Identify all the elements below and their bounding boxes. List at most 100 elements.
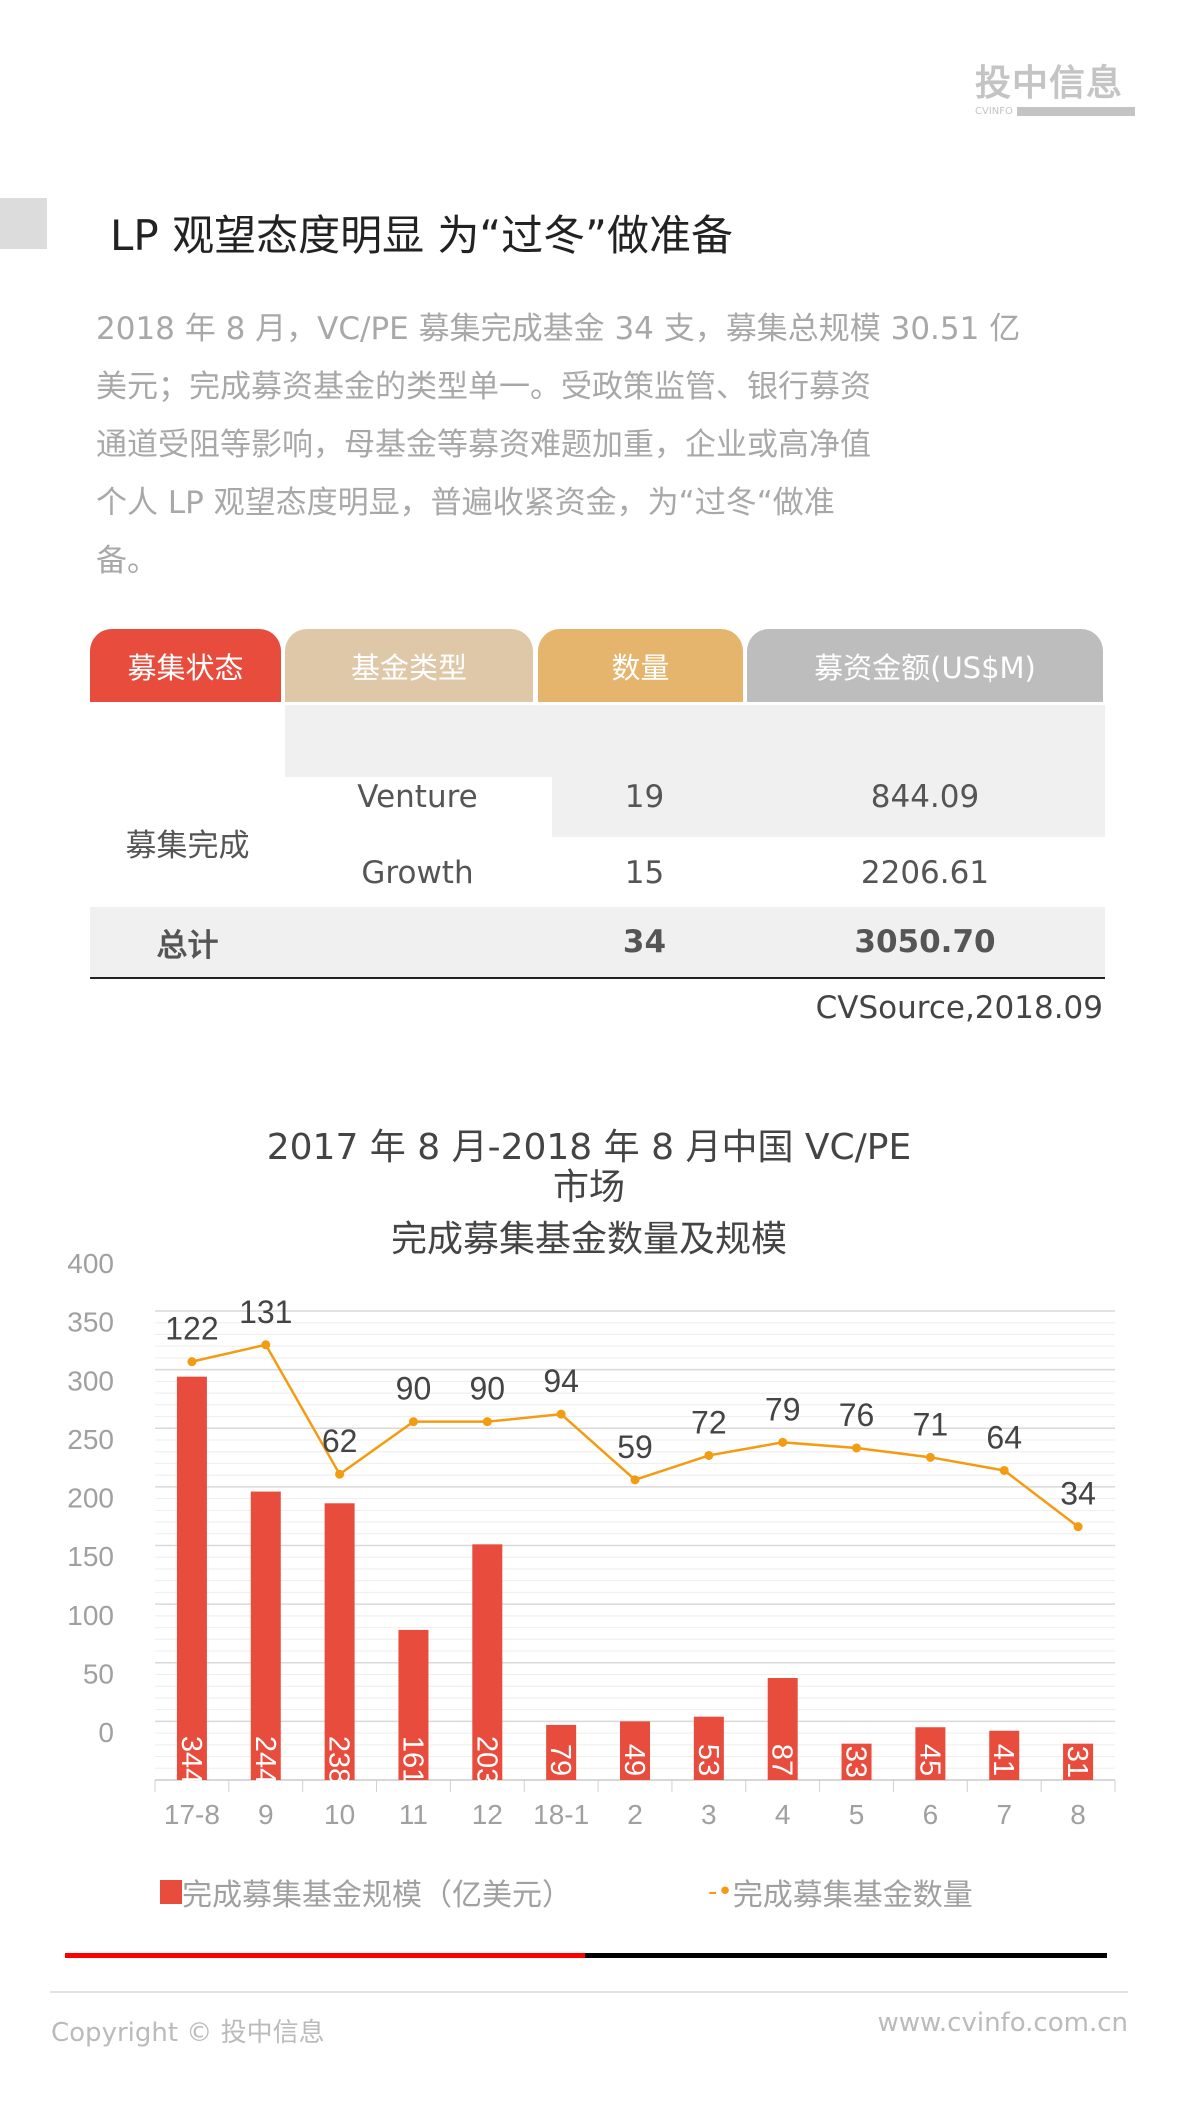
row-amount: 2206.61 (860, 855, 990, 891)
x-tick-label: 8 (1070, 1799, 1086, 1830)
bar (324, 1503, 355, 1780)
total-row (90, 907, 1105, 979)
footer-divider (50, 1991, 1128, 1993)
title-accent-block (0, 198, 47, 249)
x-tick-label: 10 (324, 1799, 355, 1830)
x-tick-label: 6 (923, 1799, 939, 1830)
bar-data-label: 244 (249, 1736, 281, 1784)
chart-title-line: 市场 (552, 1167, 625, 1208)
x-tick-label: 2 (627, 1799, 643, 1830)
y-tick-label: 0 (98, 1717, 114, 1748)
bar-data-label: 161 (396, 1736, 428, 1784)
y-tick-label: 50 (83, 1658, 114, 1689)
legend-line-label: 完成募集基金数量 (732, 1878, 973, 1913)
bar-data-label: 203 (470, 1736, 502, 1784)
bar (989, 1730, 1020, 1780)
row-amount: 844.09 (870, 779, 980, 815)
line-data-label: 76 (839, 1397, 875, 1433)
logo-text: 投中信息 (975, 63, 1124, 104)
header-count: 数量 (538, 629, 743, 702)
line-point (556, 1409, 566, 1419)
line-data-label: 79 (765, 1391, 801, 1427)
bar (176, 1376, 207, 1780)
paragraph-line: 美元；完成募资基金的类型单一。受政策监管、银行募资 (96, 369, 871, 405)
y-tick-label: 100 (67, 1600, 114, 1631)
bar-data-label: 79 (544, 1744, 576, 1776)
bar (767, 1677, 798, 1780)
line-point (261, 1340, 271, 1350)
paragraph-line: 备。 (96, 543, 158, 579)
bar-data-label: 238 (323, 1736, 355, 1784)
row-count: 19 (624, 779, 665, 815)
line-data-label: 94 (543, 1363, 579, 1399)
total-count: 34 (622, 924, 667, 960)
logo-subtext: CVINFO (975, 106, 1135, 117)
line-data-label: 62 (322, 1423, 358, 1459)
venture-band (552, 777, 1105, 837)
source-note: CVSource,2018.09 (815, 990, 1103, 1026)
divider-black (585, 1953, 1107, 1958)
x-tick-label: 3 (701, 1799, 717, 1830)
line-data-label: 90 (470, 1371, 506, 1407)
line-data-label: 90 (396, 1371, 432, 1407)
line-data-label: 131 (239, 1294, 292, 1330)
bar (472, 1544, 503, 1780)
x-tick-label: 9 (258, 1799, 274, 1830)
y-tick-label: 250 (67, 1424, 114, 1455)
line-data-label: 64 (986, 1419, 1022, 1455)
line-point (778, 1437, 788, 1447)
total-label: 总计 (156, 927, 219, 964)
x-tick-label: 7 (996, 1799, 1012, 1830)
logo: 投中信息 CVINFO (975, 62, 1135, 117)
copyright: Copyright © 投中信息 (51, 2018, 325, 2048)
y-tick-label: 200 (67, 1483, 114, 1514)
bar (1063, 1743, 1094, 1780)
paragraph-line: 通道受阻等影响，母基金等募资难题加重，企业或高净值 (96, 427, 871, 463)
chart-title-line: 完成募集基金数量及规模 (390, 1219, 787, 1260)
line-data-label: 72 (691, 1404, 727, 1440)
line-point (852, 1443, 862, 1453)
bar (250, 1491, 281, 1780)
bar (546, 1724, 577, 1780)
paragraph-line: 个人 LP 观望态度明显，普遍收紧资金，为“过冬“做准 (96, 485, 835, 521)
bar-data-label: 33 (840, 1746, 872, 1778)
bar-data-label: 31 (1061, 1746, 1093, 1778)
header-amount: 募资金额(US$M) (747, 629, 1103, 702)
bar-data-label: 53 (692, 1744, 724, 1776)
x-tick-label: 12 (472, 1799, 503, 1830)
legend-line: -• 完成募集基金数量 (708, 1870, 973, 1914)
header-fund-type: 基金类型 (285, 629, 533, 702)
bar-data-label: 45 (913, 1744, 945, 1776)
bar (915, 1727, 946, 1780)
bar-data-label: 49 (618, 1744, 650, 1776)
website-link[interactable]: www.cvinfo.com.cn (877, 2008, 1129, 2038)
line-point (925, 1452, 935, 1462)
line-data-label: 71 (913, 1406, 949, 1442)
chart-title-line: 2017 年 8 月-2018 年 8 月中国 VC/PE (266, 1127, 912, 1168)
line-point (408, 1417, 418, 1427)
group-label: 募集完成 (125, 827, 250, 864)
line-data-label: 59 (617, 1429, 653, 1465)
divider-red (65, 1953, 585, 1958)
logo-en: CVINFO (975, 106, 1013, 117)
legend-line-marker: -• (708, 1877, 733, 1907)
bar (841, 1743, 872, 1780)
empty-band (285, 705, 1105, 777)
y-tick-label: 150 (67, 1541, 114, 1572)
line-point (482, 1417, 492, 1427)
page-title: LP 观望态度明显 为“过冬”做准备 (110, 211, 733, 260)
bar-data-label: 87 (766, 1744, 798, 1776)
row-count: 15 (624, 855, 665, 891)
line-point (1073, 1522, 1083, 1532)
legend-bar-label: 完成募集基金规模（亿美元） (182, 1878, 572, 1913)
x-tick-label: 4 (775, 1799, 791, 1830)
row-type: Growth (361, 855, 474, 891)
legend-bar-swatch (160, 1880, 182, 1904)
line-point (630, 1475, 640, 1485)
bar (620, 1721, 650, 1780)
line-point (999, 1465, 1009, 1475)
line-data-label: 122 (165, 1311, 218, 1347)
summary-paragraph: 2018 年 8 月，VC/PE 募集完成基金 34 支，募集总规模 30.51… (96, 300, 1186, 590)
y-tick-label: 400 (67, 1248, 114, 1279)
